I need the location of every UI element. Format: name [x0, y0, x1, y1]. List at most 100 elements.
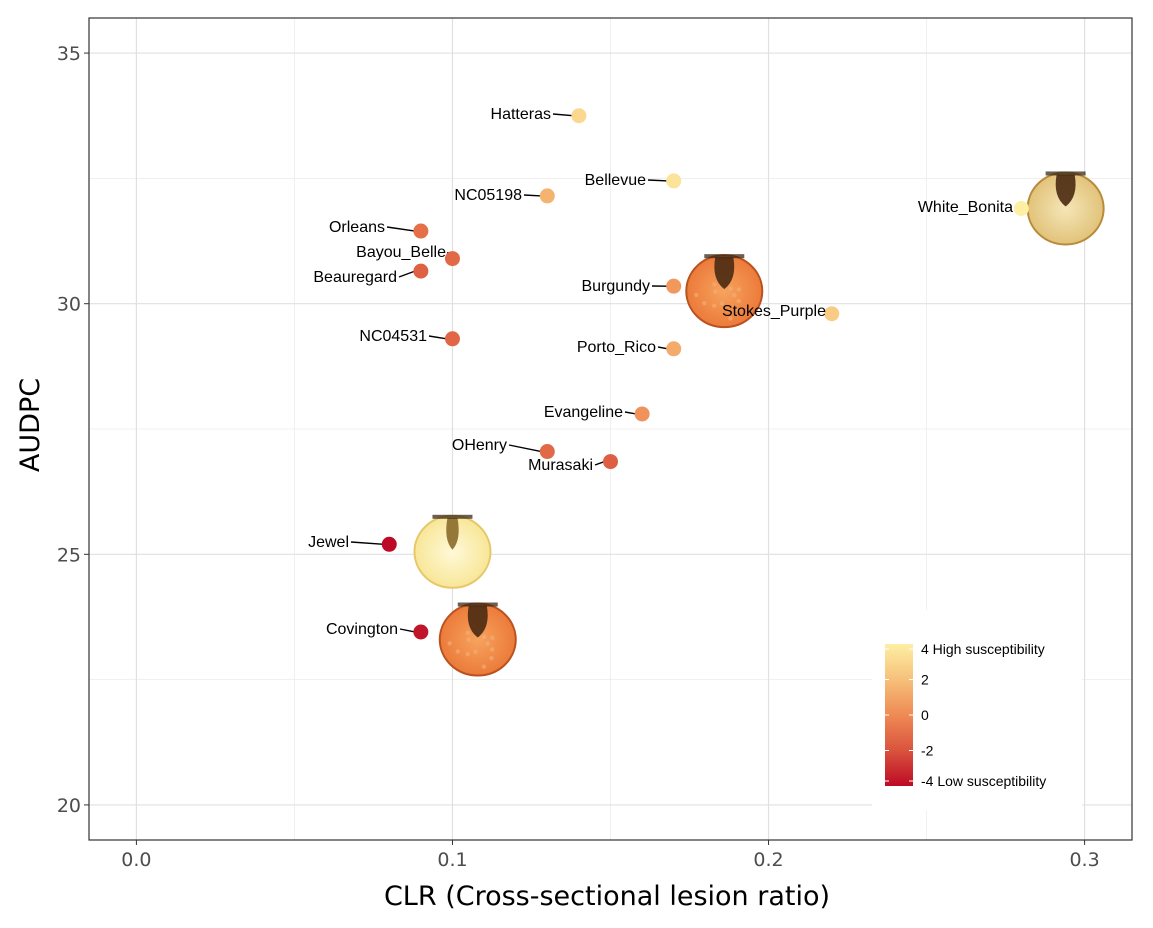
- tissue-fleck: [736, 298, 741, 304]
- covington-cross-section: [438, 602, 517, 677]
- point-label: Beauregard: [313, 269, 397, 286]
- label-leader-line: [350, 541, 384, 545]
- tissue-fleck: [736, 287, 742, 292]
- data-point: [666, 341, 682, 357]
- point-label: Burgundy: [582, 278, 651, 295]
- data-point: [634, 406, 650, 422]
- white-bonita-cross-section: [1026, 171, 1105, 246]
- tissue-fleck: [702, 300, 707, 306]
- lesion-mark: [446, 517, 459, 550]
- data-point: [444, 331, 460, 347]
- tissue-fleck: [712, 282, 717, 287]
- tissue-fleck: [465, 651, 470, 657]
- tissue-fleck: [728, 286, 733, 291]
- label-leader-line: [386, 226, 415, 232]
- x-tick-label: 0.0: [121, 849, 151, 871]
- plot-panel-border: [88, 17, 1133, 841]
- tissue-fleck: [712, 303, 717, 308]
- point-label: Jewel: [308, 534, 349, 551]
- data-point: [571, 108, 587, 124]
- tissue-fleck: [489, 655, 494, 661]
- point-label: Bayou_Belle: [356, 244, 446, 261]
- point-label: Stokes_Purple: [722, 303, 826, 320]
- label-leader-line: [508, 444, 542, 453]
- label-leader-line: [428, 335, 447, 340]
- label-leader-line: [647, 179, 668, 182]
- data-point: [413, 223, 429, 239]
- data-point: [666, 278, 682, 294]
- tissue-fleck: [455, 649, 461, 654]
- data-points: [381, 108, 1029, 640]
- tissue-fleck: [735, 307, 741, 313]
- tissue-fleck: [489, 647, 495, 652]
- x-tick-label: 0.3: [1069, 849, 1099, 871]
- label-leader-line: [624, 411, 637, 415]
- label-leader-line: [552, 113, 573, 117]
- label-leader-line: [594, 460, 605, 466]
- cross-section-images: [413, 171, 1105, 677]
- data-point: [413, 624, 429, 640]
- point-label: Evangeline: [544, 404, 623, 421]
- tissue-fleck: [481, 664, 487, 669]
- grid: [89, 18, 1132, 840]
- data-point: [539, 188, 555, 204]
- data-point: [381, 536, 397, 552]
- tissue-fleck: [719, 301, 725, 306]
- label-leader-line: [657, 346, 668, 350]
- tissue-fleck: [732, 292, 737, 298]
- x-axis-title: CLR (Cross-sectional lesion ratio): [384, 881, 830, 912]
- tuber-top-edge: [457, 602, 498, 607]
- data-point: [1013, 200, 1029, 216]
- point-label: NC04531: [359, 328, 427, 345]
- tissue-fleck: [466, 637, 471, 642]
- legend-label: 4 High susceptibility: [921, 641, 1045, 657]
- legend-label: 0: [921, 707, 929, 723]
- tissue-fleck: [473, 649, 478, 654]
- tissue-fleck: [465, 630, 471, 635]
- data-point: [413, 263, 429, 279]
- point-label: Hatteras: [491, 106, 551, 123]
- data-point: [824, 306, 840, 322]
- label-leader-line: [398, 270, 416, 278]
- point-label: OHenry: [452, 437, 507, 454]
- data-point: [444, 251, 460, 267]
- point-labels: Hatteras Bellevue NC05198 White_Bonita Orlea…: [308, 106, 1013, 638]
- point-label: White_Bonita: [918, 199, 1013, 216]
- tuber-top-edge: [1045, 171, 1086, 176]
- tissue-fleck: [485, 641, 490, 646]
- y-tick-label: 20: [57, 795, 81, 817]
- lesion-mark: [1055, 174, 1076, 207]
- legend-label: -4 Low susceptibility: [921, 773, 1046, 789]
- y-tick-label: 25: [57, 544, 81, 566]
- legend-colorbar: [885, 644, 913, 786]
- data-point: [666, 173, 682, 189]
- y-tick-label: 35: [57, 43, 81, 65]
- tissue-fleck: [694, 292, 699, 298]
- burgundy-cross-section: [685, 254, 764, 329]
- tissue-fleck: [490, 635, 495, 641]
- lesion-mark: [467, 605, 488, 638]
- color-legend: 4 High susceptibility 2 0 -2 -4 Low suscepti…: [872, 610, 1082, 810]
- tuber-top-edge: [704, 254, 745, 259]
- legend-label: -2: [921, 743, 934, 759]
- point-label: Murasaki: [528, 457, 593, 474]
- legend-label: 2: [921, 672, 929, 688]
- x-tick-label: 0.2: [753, 849, 783, 871]
- point-label: Orleans: [329, 219, 385, 236]
- tissue-fleck: [481, 634, 487, 640]
- label-leader-line: [523, 194, 542, 197]
- tissue-fleck: [728, 316, 733, 321]
- point-label: Covington: [326, 621, 398, 638]
- tissue-fleck: [713, 289, 718, 294]
- data-point: [539, 444, 555, 460]
- point-label: Bellevue: [585, 172, 646, 189]
- x-tick-label: 0.1: [437, 849, 467, 871]
- tuber-top-edge: [432, 514, 473, 519]
- point-label: NC05198: [454, 187, 522, 204]
- data-point: [603, 454, 618, 470]
- y-tick-label: 30: [57, 294, 81, 316]
- y-axis-title: AUDPC: [15, 378, 46, 472]
- point-label: Porto_Rico: [577, 339, 656, 356]
